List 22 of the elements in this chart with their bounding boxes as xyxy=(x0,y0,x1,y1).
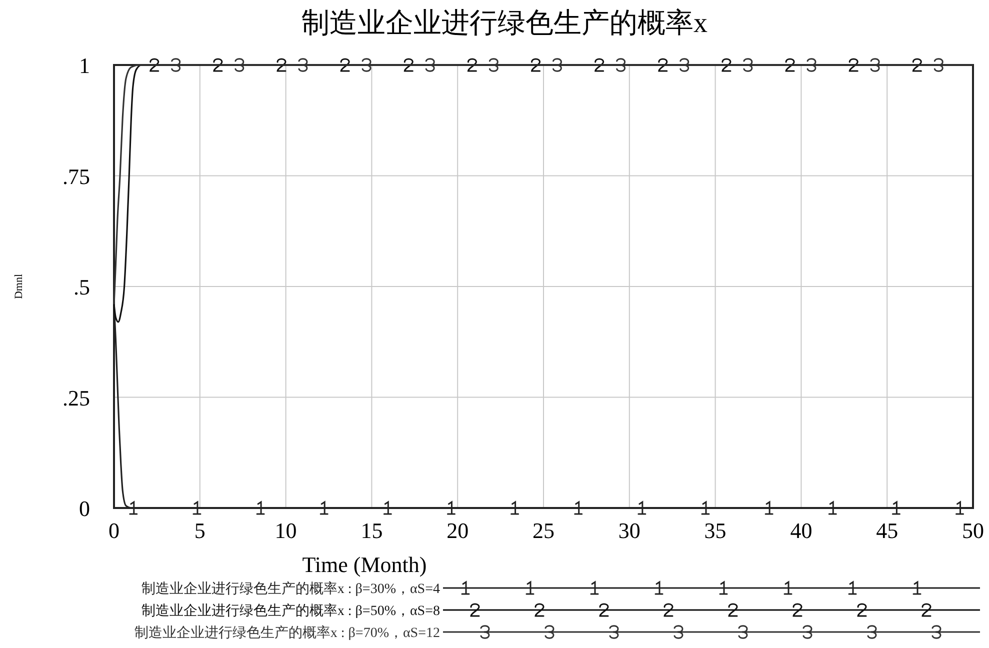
legend-label: 制造业企业进行绿色生产的概率x : β=30%，αS=4 xyxy=(141,581,440,597)
text: 制造业企业进行绿色生产的概率x : β=70%，αS=12 xyxy=(134,625,440,641)
y-tick-label: .75 xyxy=(62,164,90,189)
x-tick-label: 40 xyxy=(790,518,812,543)
x-tick-label: 30 xyxy=(618,518,640,543)
x-axis-title: Time (Month) xyxy=(302,552,427,577)
x-tick-label: 0 xyxy=(108,518,120,543)
x-tick-label: 35 xyxy=(704,518,726,543)
y-axis-title: Dmnl xyxy=(13,274,25,300)
x-tick-label: 20 xyxy=(446,518,469,543)
y-tick-label: .25 xyxy=(62,385,90,410)
x-tick-label: 15 xyxy=(360,518,383,543)
y-tick-label: 0 xyxy=(79,496,90,521)
y-tick-label: 1 xyxy=(79,53,90,78)
y-tick-label: .5 xyxy=(74,274,90,300)
x-tick-label: 5 xyxy=(194,518,206,543)
x-tick-label: 25 xyxy=(532,518,554,543)
x-tick-label: 45 xyxy=(876,518,898,543)
legend-label: 制造业企业进行绿色生产的概率x : β=50%，αS=8 xyxy=(141,603,440,619)
x-tick-label: 10 xyxy=(274,518,297,543)
chart-title: 制造业企业进行绿色生产的概率x xyxy=(302,8,708,39)
x-tick-label: 50 xyxy=(962,518,984,543)
